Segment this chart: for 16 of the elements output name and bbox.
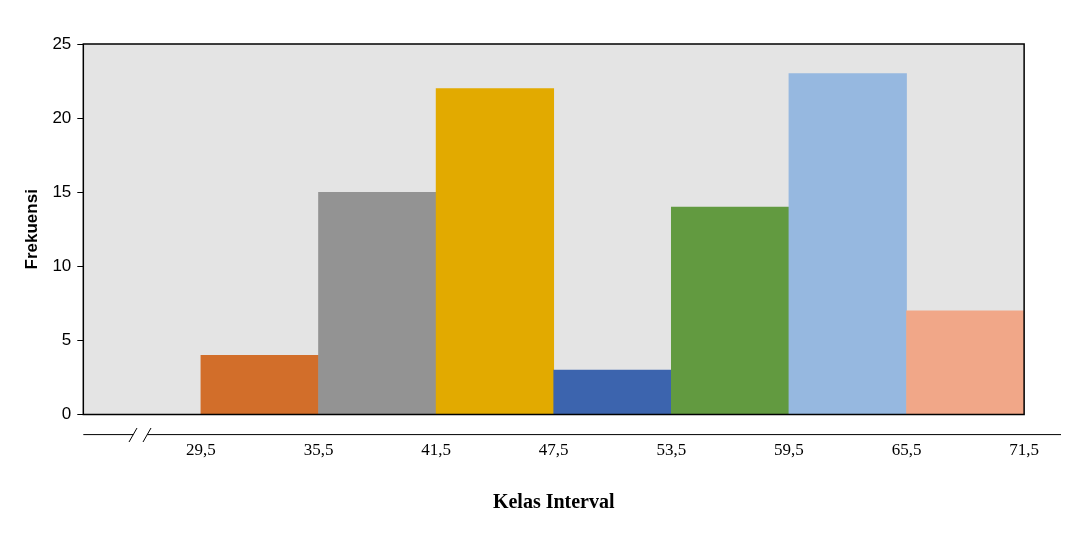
x-tick-label: 71,5: [1009, 440, 1039, 460]
x-tick-label: 65,5: [891, 440, 922, 460]
x-tick-label: 47,5: [538, 440, 569, 460]
y-axis-title: Frekuensi: [21, 189, 41, 270]
x-tick-label: 59,5: [774, 440, 804, 460]
y-tick-label: 25: [52, 33, 72, 53]
y-tick-label: 0: [61, 404, 72, 424]
x-tick-label: 41,5: [421, 440, 451, 460]
y-tick-label: 5: [61, 330, 72, 350]
x-tick-label: 35,5: [303, 440, 334, 460]
y-tick-label: 10: [52, 256, 72, 276]
y-tick-label: 20: [52, 107, 72, 127]
x-tick-label: 53,5: [656, 440, 687, 460]
x-axis-title: Kelas Interval: [492, 490, 615, 513]
x-tick-label: 29,5: [186, 440, 216, 460]
y-tick-label: 15: [52, 181, 72, 201]
